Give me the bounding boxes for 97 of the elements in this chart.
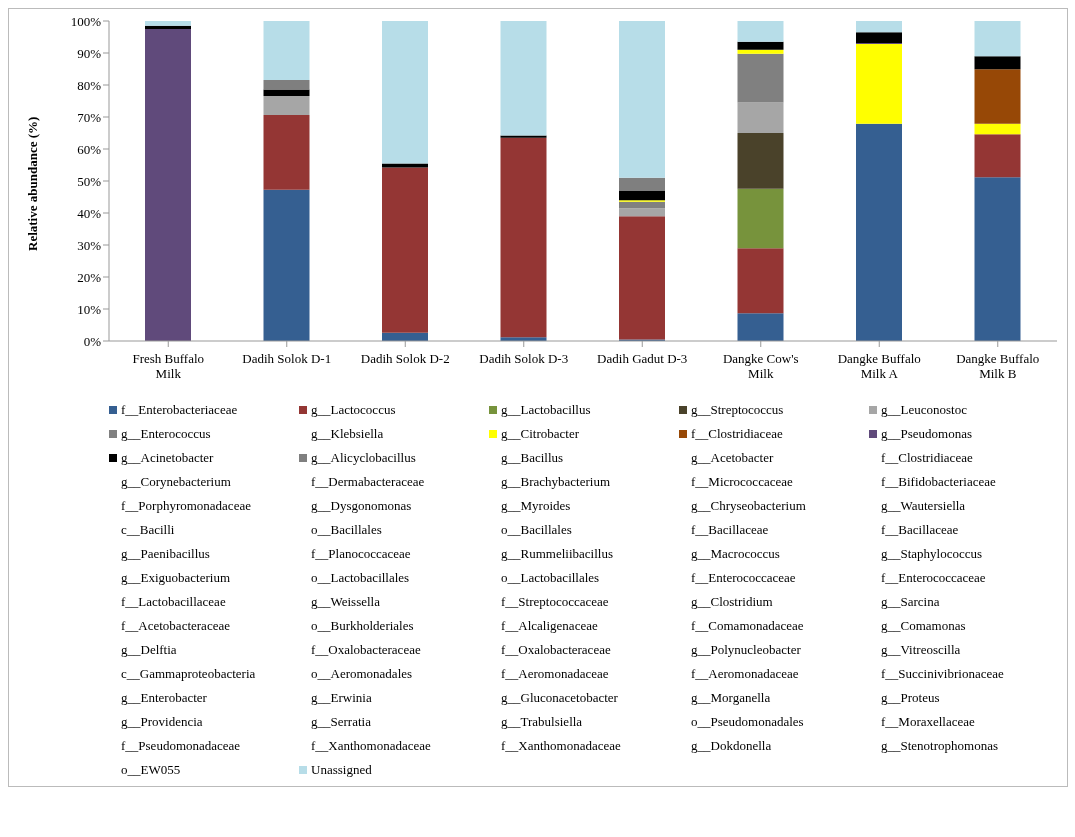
legend-label: g__Lactococcus: [311, 402, 396, 418]
text: g__Weissella: [311, 594, 380, 610]
x-tick-label: Dangke Cow's Milk: [722, 351, 799, 381]
text: c__Bacilli: [121, 522, 175, 538]
text: g__Rummeliibacillus: [501, 546, 613, 562]
legend-label: g__Alicyclobacillus: [311, 450, 416, 466]
legend-label: g__Lactobacillus: [501, 402, 591, 418]
text: g__Delftia: [121, 642, 177, 658]
text: g__Bacillus: [501, 450, 564, 466]
text: g__Myroides: [501, 498, 571, 514]
text: f__Alcaligenaceae: [501, 618, 598, 634]
x-tick-label: Dangke Buffalo Milk B: [956, 351, 1040, 381]
text: g__Brachybacterium: [501, 474, 611, 490]
x-tick-label: Dadih Solok D-3: [479, 351, 569, 366]
text: f__Enterococcaceae: [691, 570, 796, 586]
text: g__Morganella: [691, 690, 771, 706]
text: g__Chryseobacterium: [691, 498, 806, 514]
legend-label: g__Acinetobacter: [121, 450, 214, 466]
text: o__Bacillales: [501, 522, 572, 538]
legend-label: Unassigned: [311, 762, 372, 778]
text: g__Comamonas: [881, 618, 966, 634]
text: f__Aeromonadaceae: [691, 666, 799, 682]
legend-label: g__Pseudomonas: [881, 426, 972, 442]
text: g__Erwinia: [311, 690, 372, 706]
text: g__Providencia: [121, 714, 203, 730]
y-tick-label: 0%: [83, 333, 102, 349]
legend-label: g__Enterococcus: [121, 426, 211, 442]
y-tick-label: 30%: [77, 237, 102, 253]
text: g__Stenotrophomonas: [881, 738, 998, 754]
x-tick-label: Dadih Gadut D-3: [597, 351, 688, 366]
y-tick-label: 60%: [77, 141, 102, 157]
x-tick-label: Dadih Solok D-2: [360, 351, 450, 366]
text: g__Gluconacetobacter: [501, 690, 618, 706]
text: o__Burkholderiales: [311, 618, 414, 634]
text: f__Bacillaceae: [881, 522, 959, 538]
x-tick-label: Dadih Solok D-1: [242, 351, 332, 366]
text: o__Lactobacillales: [501, 570, 600, 586]
text: g__Serratia: [311, 714, 371, 730]
text: g__Paenibacillus: [121, 546, 210, 562]
text: g__Exiguobacterium: [121, 570, 231, 586]
y-tick-label: 70%: [77, 109, 102, 125]
y-tick-label: 20%: [77, 269, 102, 285]
y-tick-label: 100%: [70, 13, 102, 29]
text: f__Moraxellaceae: [881, 714, 975, 730]
text: g__Proteus: [881, 690, 940, 706]
legend-label: g__Leuconostoc: [881, 402, 967, 418]
text: f__Oxalobacteraceae: [501, 642, 611, 658]
text: f__Acetobacteraceae: [121, 618, 230, 634]
text: g__Staphylococcus: [881, 546, 983, 562]
text: f__Bifidobacteriaceae: [881, 474, 996, 490]
text: f__Comamonadaceae: [691, 618, 804, 634]
text: g__Dysgonomonas: [311, 498, 412, 514]
text: g__Dokdonella: [691, 738, 772, 754]
text: g__Macrococcus: [691, 546, 780, 562]
legend-label: f__Clostridiaceae: [691, 426, 783, 442]
text: f__Oxalobacteraceae: [311, 642, 421, 658]
text: o__Aeromonadales: [311, 666, 413, 682]
text: f__Dermabacteraceae: [311, 474, 425, 490]
y-tick-label: 40%: [77, 205, 102, 221]
legend-label: g__Streptococcus: [691, 402, 784, 418]
text: f__Xanthomonadaceae: [311, 738, 431, 754]
text: f__Aeromonadaceae: [501, 666, 609, 682]
text: o__Lactobacillales: [311, 570, 410, 586]
y-tick-label: 50%: [77, 173, 102, 189]
y-tick-label: 10%: [77, 301, 102, 317]
text: f__Enterococcaceae: [881, 570, 986, 586]
x-tick-label: Fresh Buffalo Milk: [132, 351, 205, 381]
text: g__Vitreoscilla: [881, 642, 961, 658]
y-axis-title: Relative abundance (%): [24, 116, 40, 251]
text: g__Acetobacter: [691, 450, 774, 466]
x-tick-label: Dangke Buffalo Milk A: [837, 351, 921, 381]
text: c__Gammaproteobacteria: [121, 666, 256, 682]
text: f__Succinivibrionaceae: [881, 666, 1004, 682]
text: g__Clostridium: [691, 594, 773, 610]
text: f__Porphyromonadaceae: [121, 498, 251, 514]
text: o__EW055: [121, 762, 181, 778]
text: g__Polynucleobacter: [691, 642, 801, 658]
legend-label: f__Enterobacteriaceae: [121, 402, 238, 418]
text: g__Trabulsiella: [501, 714, 583, 730]
text: f__Micrococcaceae: [691, 474, 793, 490]
y-tick-label: 90%: [77, 45, 102, 61]
text: g__Enterobacter: [121, 690, 207, 706]
legend-label: g__Citrobacter: [501, 426, 579, 442]
text: f__Clostridiaceae: [881, 450, 973, 466]
text: f__Pseudomonadaceae: [121, 738, 241, 754]
y-tick-label: 80%: [77, 77, 102, 93]
text: f__Bacillaceae: [691, 522, 769, 538]
text: f__Lactobacillaceae: [121, 594, 226, 610]
text: o__Bacillales: [311, 522, 382, 538]
text: f__Planococcaceae: [311, 546, 411, 562]
text: g__Klebsiella: [311, 426, 384, 442]
text: f__Streptococcaceae: [501, 594, 609, 610]
text: o__Pseudomonadales: [691, 714, 804, 730]
text: g__Corynebacterium: [121, 474, 231, 490]
text: g__Wautersiella: [881, 498, 966, 514]
text: f__Xanthomonadaceae: [501, 738, 621, 754]
text: g__Sarcina: [881, 594, 940, 610]
